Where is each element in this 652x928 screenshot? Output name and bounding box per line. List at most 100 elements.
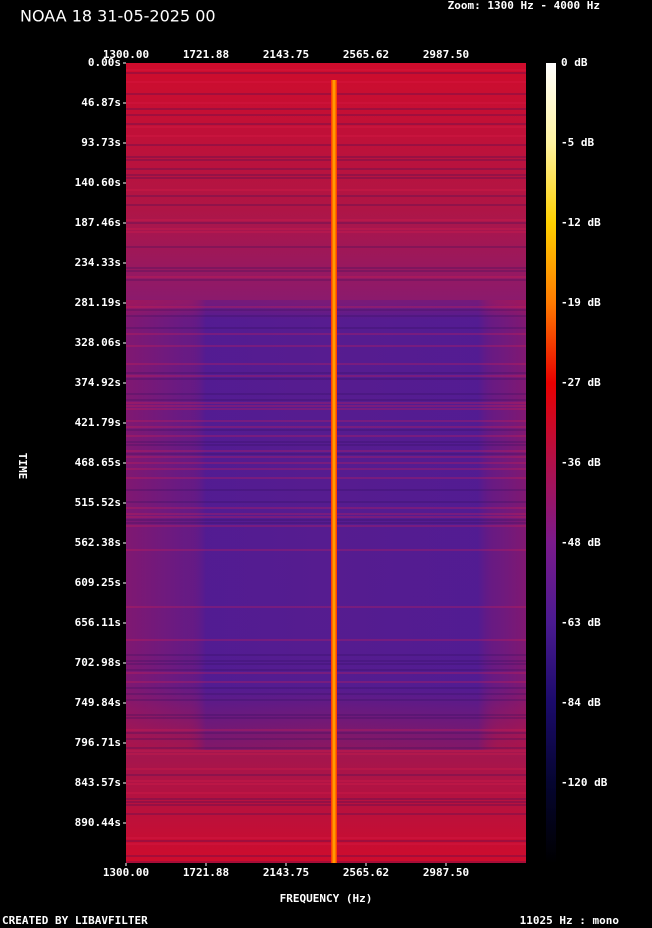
y-tick-label: 609.25s bbox=[75, 576, 121, 589]
stripe bbox=[126, 126, 526, 128]
y-tick-label: 749.84s bbox=[75, 696, 121, 709]
y-tick-label: 93.73s bbox=[81, 136, 121, 149]
stripe bbox=[126, 408, 526, 410]
stripe bbox=[126, 729, 526, 731]
plot-area bbox=[126, 63, 526, 863]
stripe bbox=[126, 333, 526, 335]
stripe bbox=[126, 750, 526, 752]
stripe bbox=[126, 774, 526, 776]
stripe bbox=[126, 468, 526, 470]
stripe bbox=[126, 714, 526, 716]
stripe bbox=[126, 768, 526, 770]
stripe bbox=[126, 687, 526, 689]
stripe bbox=[126, 507, 526, 509]
stripe bbox=[126, 813, 526, 815]
title: NOAA 18 31-05-2025 00 bbox=[20, 7, 216, 26]
x-tick-label-bottom: 2143.75 bbox=[263, 866, 309, 879]
stripe bbox=[126, 195, 526, 197]
stripe bbox=[126, 654, 526, 656]
stripe bbox=[126, 270, 526, 272]
stripe bbox=[126, 102, 526, 104]
y-tick-label: 796.71s bbox=[75, 736, 121, 749]
x-tick-label-top: 1300.00 bbox=[103, 48, 149, 61]
stripe bbox=[126, 159, 526, 161]
stripe bbox=[126, 792, 526, 794]
stripe bbox=[126, 363, 526, 365]
stripe bbox=[126, 747, 526, 749]
stripe bbox=[126, 441, 526, 443]
colorbar-tick-label: -48 dB bbox=[561, 536, 601, 549]
stripe bbox=[126, 309, 526, 311]
stripe bbox=[126, 489, 526, 491]
stripe bbox=[126, 525, 526, 527]
spectrogram-band bbox=[126, 300, 526, 750]
x-tick-label-top: 1721.88 bbox=[183, 48, 229, 61]
stripe bbox=[126, 669, 526, 671]
x-tick-label-bottom: 2565.62 bbox=[343, 866, 389, 879]
stripe bbox=[126, 372, 526, 374]
y-tick-label: 328.06s bbox=[75, 336, 121, 349]
stripe bbox=[126, 399, 526, 401]
stripe bbox=[126, 69, 526, 71]
stripe bbox=[126, 108, 526, 110]
stripe bbox=[126, 477, 526, 479]
y-tick-label: 374.92s bbox=[75, 376, 121, 389]
stripe bbox=[126, 660, 526, 662]
colorbar-tick-label: -63 dB bbox=[561, 616, 601, 629]
stripe bbox=[126, 843, 526, 845]
stripe bbox=[126, 738, 526, 740]
stripe bbox=[126, 429, 526, 431]
stripes bbox=[126, 69, 526, 863]
stripe bbox=[126, 501, 526, 503]
colorbar bbox=[546, 63, 556, 863]
stripe bbox=[126, 861, 526, 863]
stripe bbox=[126, 144, 526, 146]
y-tick-label: 140.60s bbox=[75, 176, 121, 189]
stripe bbox=[126, 222, 526, 224]
y-tick-label: 421.79s bbox=[75, 416, 121, 429]
stripe bbox=[126, 393, 526, 395]
y-tick-label: 0.00s bbox=[88, 56, 121, 69]
colorbar-tick-label: -36 dB bbox=[561, 456, 601, 469]
stripe bbox=[126, 804, 526, 806]
stripe bbox=[126, 156, 526, 158]
stripe bbox=[126, 801, 526, 803]
stripe bbox=[126, 444, 526, 446]
y-tick-label: 234.33s bbox=[75, 256, 121, 269]
stripe bbox=[126, 855, 526, 857]
stripe bbox=[126, 672, 526, 674]
x-tick-label-bottom: 2987.50 bbox=[423, 866, 469, 879]
stripe bbox=[126, 513, 526, 515]
stripe bbox=[126, 93, 526, 95]
stripe bbox=[126, 783, 526, 785]
y-tick-label: 656.11s bbox=[75, 616, 121, 629]
stripe bbox=[126, 453, 526, 455]
stripe bbox=[126, 450, 526, 452]
stripe bbox=[126, 516, 526, 518]
y-tick-label: 468.65s bbox=[75, 456, 121, 469]
stripe bbox=[126, 135, 526, 137]
stripe bbox=[126, 426, 526, 428]
stripe bbox=[126, 168, 526, 170]
stripe bbox=[126, 693, 526, 695]
y-tick-label: 46.87s bbox=[81, 96, 121, 109]
stripe bbox=[126, 798, 526, 800]
stripe bbox=[126, 606, 526, 608]
colorbar-tick-label: -12 dB bbox=[561, 216, 601, 229]
stripe bbox=[126, 246, 526, 248]
x-tick-label-top: 2565.62 bbox=[343, 48, 389, 61]
stripe bbox=[126, 114, 526, 116]
stripe bbox=[126, 189, 526, 191]
y-tick-label: 281.19s bbox=[75, 296, 121, 309]
stripe bbox=[126, 522, 526, 524]
stripe bbox=[126, 204, 526, 206]
stripe bbox=[126, 663, 526, 665]
stripe bbox=[126, 174, 526, 176]
y-tick-label: 515.52s bbox=[75, 496, 121, 509]
stripe bbox=[126, 378, 526, 380]
stripe bbox=[126, 462, 526, 464]
stripe bbox=[126, 306, 526, 308]
stripe bbox=[126, 123, 526, 125]
y-axis-label: TIME bbox=[16, 453, 29, 480]
